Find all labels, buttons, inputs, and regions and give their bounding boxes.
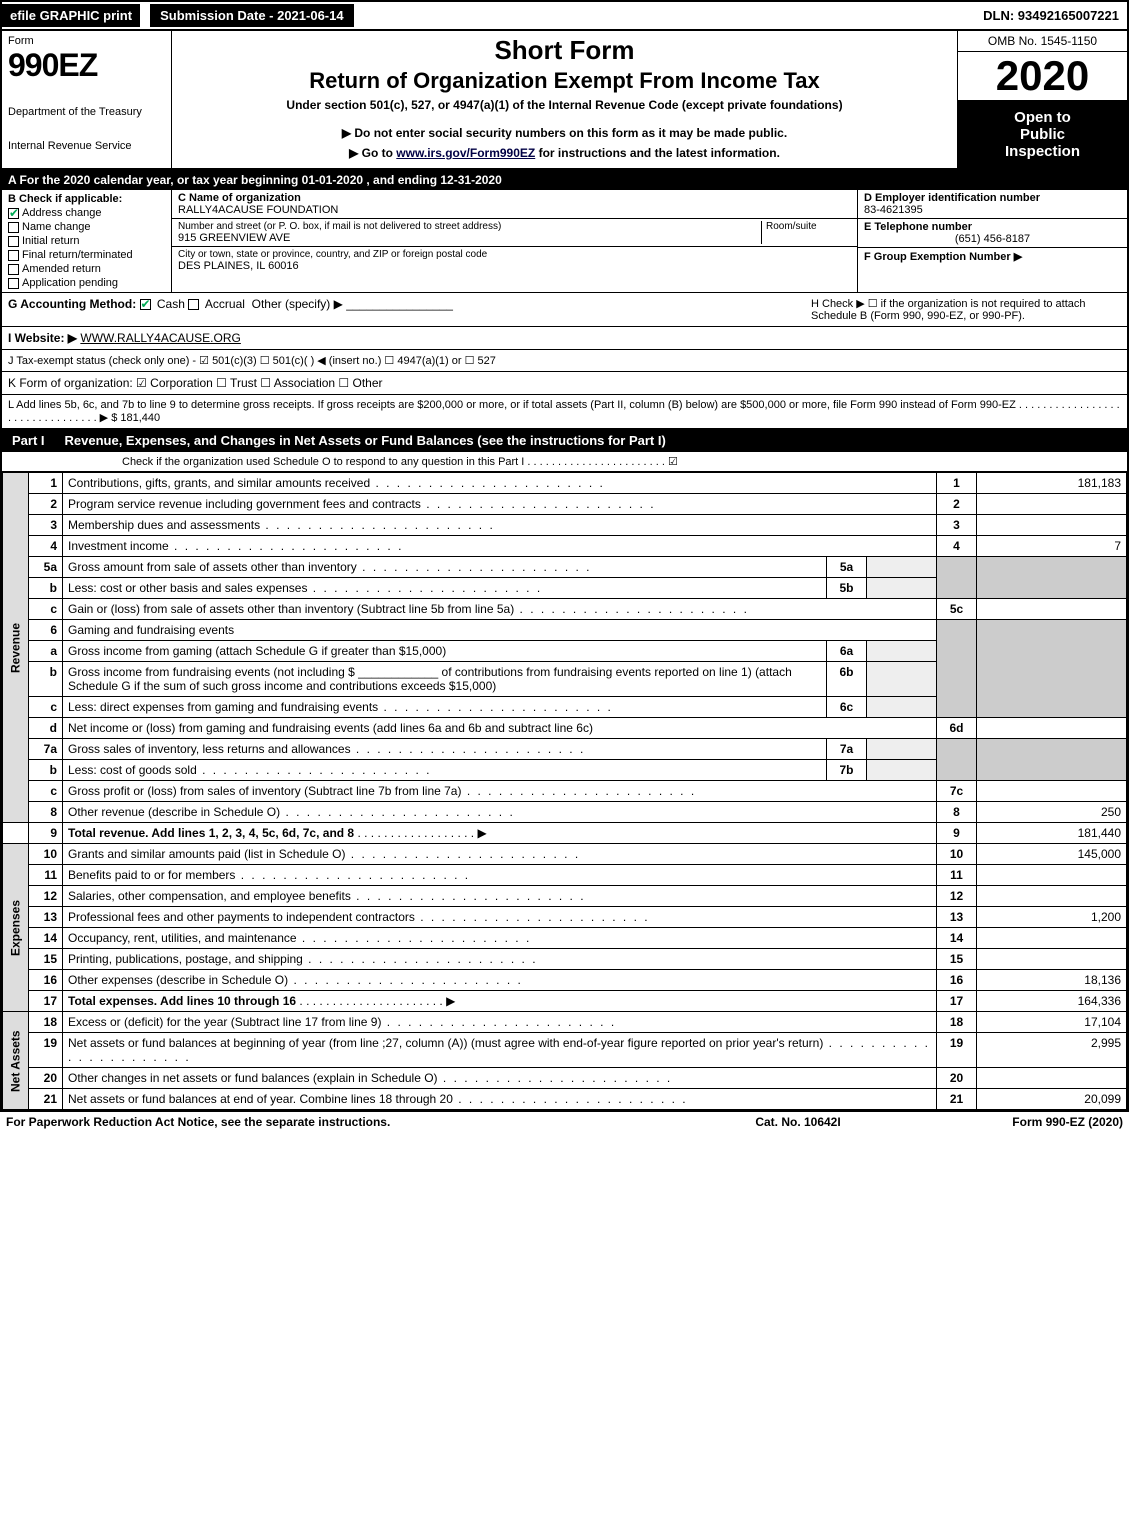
dln: DLN: 93492165007221 [975, 4, 1127, 27]
department: Department of the Treasury [8, 106, 165, 118]
g-accounting: G Accounting Method: Cash Accrual Other … [8, 297, 811, 322]
group-label: F Group Exemption Number ▶ [864, 250, 1121, 263]
goto-pre: ▶ Go to [349, 146, 396, 160]
group-row: F Group Exemption Number ▶ [858, 248, 1127, 265]
line-g-h: G Accounting Method: Cash Accrual Other … [2, 293, 1127, 327]
chk-name-change[interactable]: Name change [8, 221, 165, 233]
side-expenses: Expenses [3, 844, 29, 1012]
city: DES PLAINES, IL 60016 [178, 260, 851, 272]
title-return: Return of Organization Exempt From Incom… [178, 68, 951, 94]
line-j: J Tax-exempt status (check only one) - ☑… [2, 350, 1127, 372]
page-footer: For Paperwork Reduction Act Notice, see … [0, 1112, 1129, 1132]
goto-note: ▶ Go to www.irs.gov/Form990EZ for instru… [178, 146, 951, 160]
street-row: Number and street (or P. O. box, if mail… [172, 219, 857, 247]
header-mid: Short Form Return of Organization Exempt… [172, 31, 957, 168]
phone: (651) 456-8187 [864, 233, 1121, 245]
room-label: Room/suite [766, 221, 851, 232]
org-name-row: C Name of organization RALLY4ACAUSE FOUN… [172, 190, 857, 219]
phone-label: E Telephone number [864, 221, 1121, 233]
chk-amended-return[interactable]: Amended return [8, 263, 165, 275]
section-c: C Name of organization RALLY4ACAUSE FOUN… [172, 190, 857, 292]
h-schedule-b: H Check ▶ ☐ if the organization is not r… [811, 297, 1121, 322]
city-label: City or town, state or province, country… [178, 249, 851, 260]
line-l: L Add lines 5b, 6c, and 7b to line 9 to … [2, 395, 1127, 429]
i-label: I Website: ▶ [8, 331, 77, 345]
omb-number: OMB No. 1545-1150 [958, 31, 1127, 52]
checkbox-icon[interactable] [140, 299, 151, 310]
part-i-bar: Part I Revenue, Expenses, and Changes in… [2, 429, 1127, 452]
ein: 83-4621395 [864, 204, 1121, 216]
chk-application-pending[interactable]: Application pending [8, 277, 165, 289]
form-container: efile GRAPHIC print Submission Date - 20… [0, 0, 1129, 1112]
section-bcd: B Check if applicable: Address change Na… [2, 190, 1127, 293]
insp2: Public [1020, 126, 1065, 143]
part-title: Revenue, Expenses, and Changes in Net As… [55, 429, 676, 452]
line-k: K Form of organization: ☑ Corporation ☐ … [2, 372, 1127, 395]
financial-table: Revenue 1 Contributions, gifts, grants, … [2, 472, 1127, 1110]
goto-post: for instructions and the latest informat… [535, 146, 780, 160]
checkbox-icon[interactable] [8, 264, 19, 275]
part-number: Part I [2, 429, 55, 452]
org-name: RALLY4ACAUSE FOUNDATION [178, 204, 851, 216]
form-header: Form 990EZ Department of the Treasury In… [2, 31, 1127, 170]
insp1: Open to [1014, 109, 1071, 126]
part-i-check: Check if the organization used Schedule … [2, 452, 1127, 472]
ein-row: D Employer identification number 83-4621… [858, 190, 1127, 219]
ein-label: D Employer identification number [864, 192, 1121, 204]
checkbox-icon[interactable] [8, 278, 19, 289]
chk-address-change[interactable]: Address change [8, 207, 165, 219]
ln: 1 [29, 473, 63, 494]
title-short-form: Short Form [178, 35, 951, 66]
calendar-year-row: A For the 2020 calendar year, or tax yea… [2, 170, 1127, 190]
g-label: G Accounting Method: [8, 297, 136, 311]
tax-year: 2020 [958, 52, 1127, 101]
side-revenue: Revenue [3, 473, 29, 823]
paperwork-notice: For Paperwork Reduction Act Notice, see … [6, 1115, 673, 1129]
street-label: Number and street (or P. O. box, if mail… [178, 221, 761, 232]
side-netassets: Net Assets [3, 1012, 29, 1110]
chk-final-return[interactable]: Final return/terminated [8, 249, 165, 261]
line-i: I Website: ▶ WWW.RALLY4ACAUSE.ORG [2, 327, 1127, 350]
form-label: Form [8, 35, 165, 47]
top-bar: efile GRAPHIC print Submission Date - 20… [2, 2, 1127, 31]
chk-initial-return[interactable]: Initial return [8, 235, 165, 247]
form-number: 990EZ [8, 47, 165, 84]
inspection-box: Open to Public Inspection [958, 101, 1127, 168]
header-right: OMB No. 1545-1150 2020 Open to Public In… [957, 31, 1127, 168]
checkbox-icon[interactable] [8, 208, 19, 219]
num: 1 [937, 473, 977, 494]
checkbox-icon[interactable] [8, 236, 19, 247]
submission-date: Submission Date - 2021-06-14 [148, 2, 356, 29]
b-heading: B Check if applicable: [8, 193, 165, 205]
irs-link[interactable]: www.irs.gov/Form990EZ [396, 146, 535, 160]
section-b: B Check if applicable: Address change Na… [2, 190, 172, 292]
header-left: Form 990EZ Department of the Treasury In… [2, 31, 172, 168]
checkbox-icon[interactable] [8, 250, 19, 261]
checkbox-icon[interactable] [188, 299, 199, 310]
section-def: D Employer identification number 83-4621… [857, 190, 1127, 292]
c-name-label: C Name of organization [178, 192, 851, 204]
checkbox-icon[interactable] [8, 222, 19, 233]
form-ref: Form 990-EZ (2020) [923, 1115, 1123, 1129]
ssn-note: ▶ Do not enter social security numbers o… [178, 126, 951, 140]
phone-row: E Telephone number (651) 456-8187 [858, 219, 1127, 248]
website: WWW.RALLY4ACAUSE.ORG [80, 331, 240, 345]
irs: Internal Revenue Service [8, 140, 165, 152]
val: 181,183 [977, 473, 1127, 494]
cat-no: Cat. No. 10642I [673, 1115, 923, 1129]
efile-print[interactable]: efile GRAPHIC print [2, 4, 140, 27]
city-row: City or town, state or province, country… [172, 247, 857, 274]
subtitle: Under section 501(c), 527, or 4947(a)(1)… [178, 98, 951, 112]
street: 915 GREENVIEW AVE [178, 232, 761, 244]
desc: Contributions, gifts, grants, and simila… [63, 473, 937, 494]
insp3: Inspection [1005, 143, 1080, 160]
